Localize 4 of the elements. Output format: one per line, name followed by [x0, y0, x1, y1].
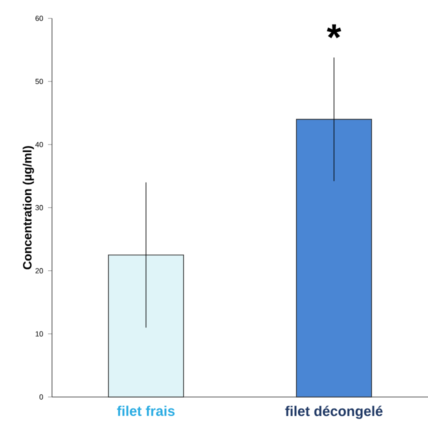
annotation: *	[326, 24, 342, 38]
x-tick-label: filet frais	[117, 406, 175, 416]
x-tick-label: filet décongelé	[285, 406, 383, 419]
y-axis-title: Concentration (µg/ml)	[22, 146, 34, 270]
